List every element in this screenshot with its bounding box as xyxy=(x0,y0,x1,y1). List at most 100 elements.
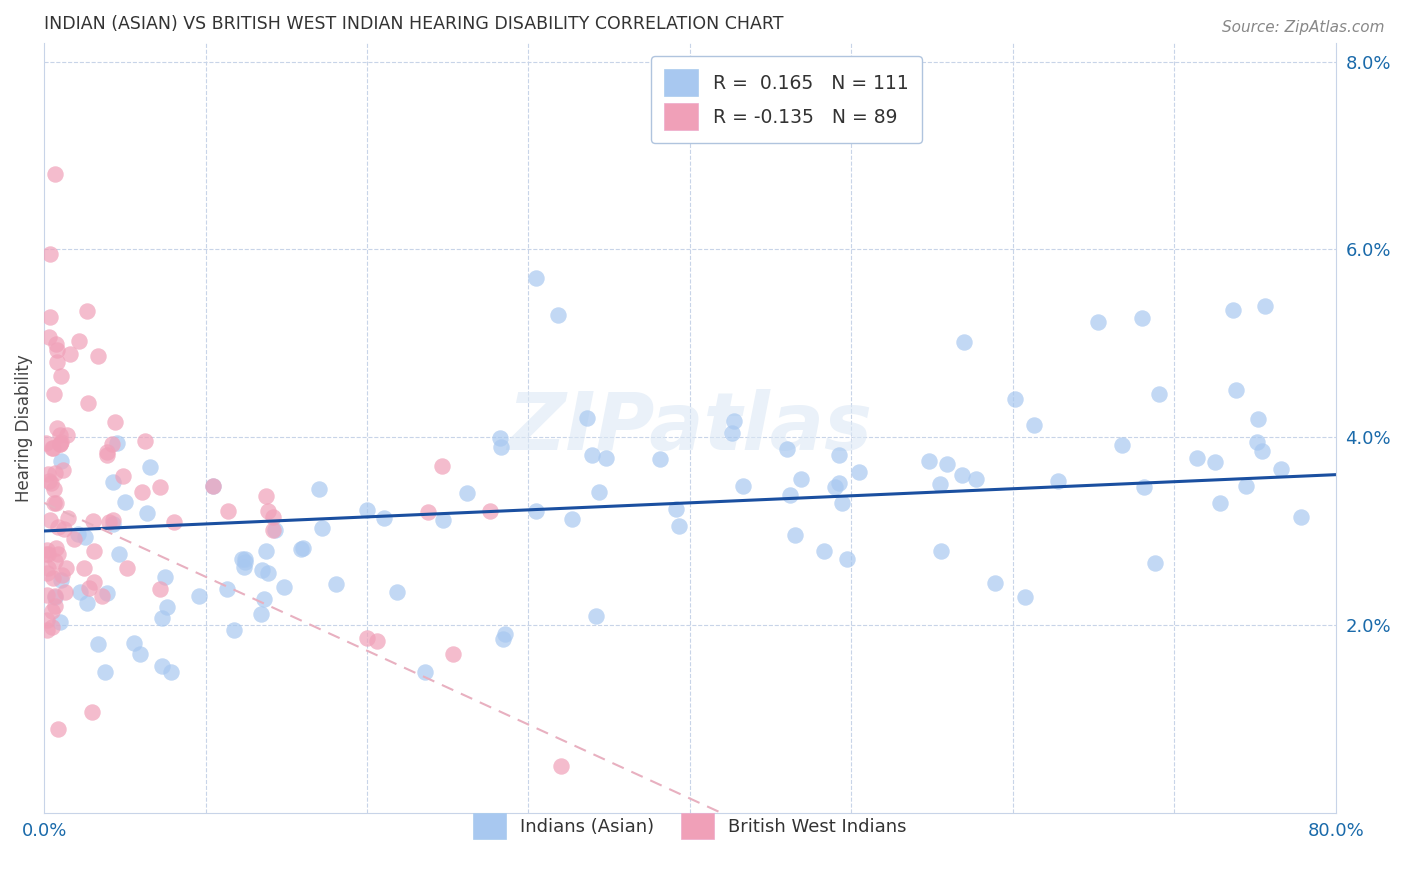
Point xyxy=(83,544,105,558)
Point xyxy=(41,619,63,633)
Point xyxy=(66,527,89,541)
Text: Source: ZipAtlas.com: Source: ZipAtlas.com xyxy=(1222,20,1385,35)
Point xyxy=(965,472,987,486)
Point xyxy=(72,560,94,574)
Point xyxy=(45,496,67,510)
Text: ZIPatlas: ZIPatlas xyxy=(508,389,872,467)
Point xyxy=(49,428,72,442)
Point xyxy=(1130,310,1153,325)
Point xyxy=(38,513,60,527)
Point xyxy=(550,758,572,772)
Point xyxy=(291,541,314,555)
Point xyxy=(416,505,439,519)
Point xyxy=(44,554,66,568)
Point xyxy=(124,636,146,650)
Point xyxy=(53,584,76,599)
Point xyxy=(254,544,277,558)
Point xyxy=(73,530,96,544)
Point xyxy=(721,425,744,440)
Point xyxy=(37,547,59,561)
Point xyxy=(1143,556,1166,570)
Point xyxy=(42,386,65,401)
Point xyxy=(311,521,333,535)
Point xyxy=(202,479,225,493)
Point xyxy=(44,591,66,605)
Point xyxy=(44,496,66,510)
Point xyxy=(456,486,478,500)
Point xyxy=(1111,438,1133,452)
Point xyxy=(1234,479,1257,493)
Point xyxy=(49,369,72,384)
Legend: Indians (Asian), British West Indians: Indians (Asian), British West Indians xyxy=(465,805,914,846)
Point xyxy=(366,633,388,648)
Point xyxy=(37,613,59,627)
Point xyxy=(254,489,277,503)
Point xyxy=(35,542,58,557)
Point xyxy=(215,582,238,596)
Point xyxy=(494,627,516,641)
Point xyxy=(1222,302,1244,317)
Point xyxy=(222,624,245,638)
Point xyxy=(41,476,63,491)
Point xyxy=(250,563,273,577)
Point xyxy=(69,585,91,599)
Point xyxy=(83,575,105,590)
Point xyxy=(49,453,72,467)
Point xyxy=(188,589,211,603)
Point xyxy=(153,569,176,583)
Point xyxy=(1204,455,1226,469)
Point xyxy=(156,599,179,614)
Point xyxy=(41,442,63,456)
Point xyxy=(49,437,72,451)
Point xyxy=(46,722,69,736)
Point xyxy=(385,584,408,599)
Point xyxy=(67,334,90,349)
Point xyxy=(1253,299,1275,313)
Point xyxy=(1147,386,1170,401)
Point xyxy=(257,566,280,581)
Point xyxy=(58,510,80,524)
Point xyxy=(39,246,62,260)
Point xyxy=(76,304,98,318)
Point xyxy=(163,516,186,530)
Point xyxy=(1270,462,1292,476)
Point xyxy=(790,472,813,486)
Point xyxy=(576,411,599,425)
Point xyxy=(262,523,284,537)
Point xyxy=(112,469,135,483)
Point xyxy=(49,436,72,450)
Point xyxy=(1014,590,1036,604)
Point xyxy=(39,310,62,325)
Point xyxy=(96,445,118,459)
Point xyxy=(41,603,63,617)
Point xyxy=(950,467,973,482)
Point xyxy=(723,414,745,428)
Point xyxy=(150,610,173,624)
Point xyxy=(37,467,59,482)
Point xyxy=(235,555,257,569)
Point xyxy=(489,431,512,445)
Point xyxy=(115,561,138,575)
Point xyxy=(41,441,63,455)
Point xyxy=(55,561,77,575)
Point xyxy=(547,308,569,322)
Point xyxy=(76,596,98,610)
Point xyxy=(45,541,67,556)
Point xyxy=(524,504,547,518)
Point xyxy=(94,665,117,679)
Point xyxy=(813,543,835,558)
Point xyxy=(524,270,547,285)
Point xyxy=(664,501,686,516)
Point xyxy=(273,580,295,594)
Point xyxy=(828,476,851,491)
Point xyxy=(231,552,253,566)
Point xyxy=(253,592,276,607)
Point xyxy=(56,428,79,442)
Point xyxy=(233,560,256,574)
Point xyxy=(1289,510,1312,524)
Point xyxy=(51,434,73,449)
Point xyxy=(595,450,617,465)
Point xyxy=(1247,412,1270,426)
Point xyxy=(1087,315,1109,329)
Point xyxy=(98,515,121,529)
